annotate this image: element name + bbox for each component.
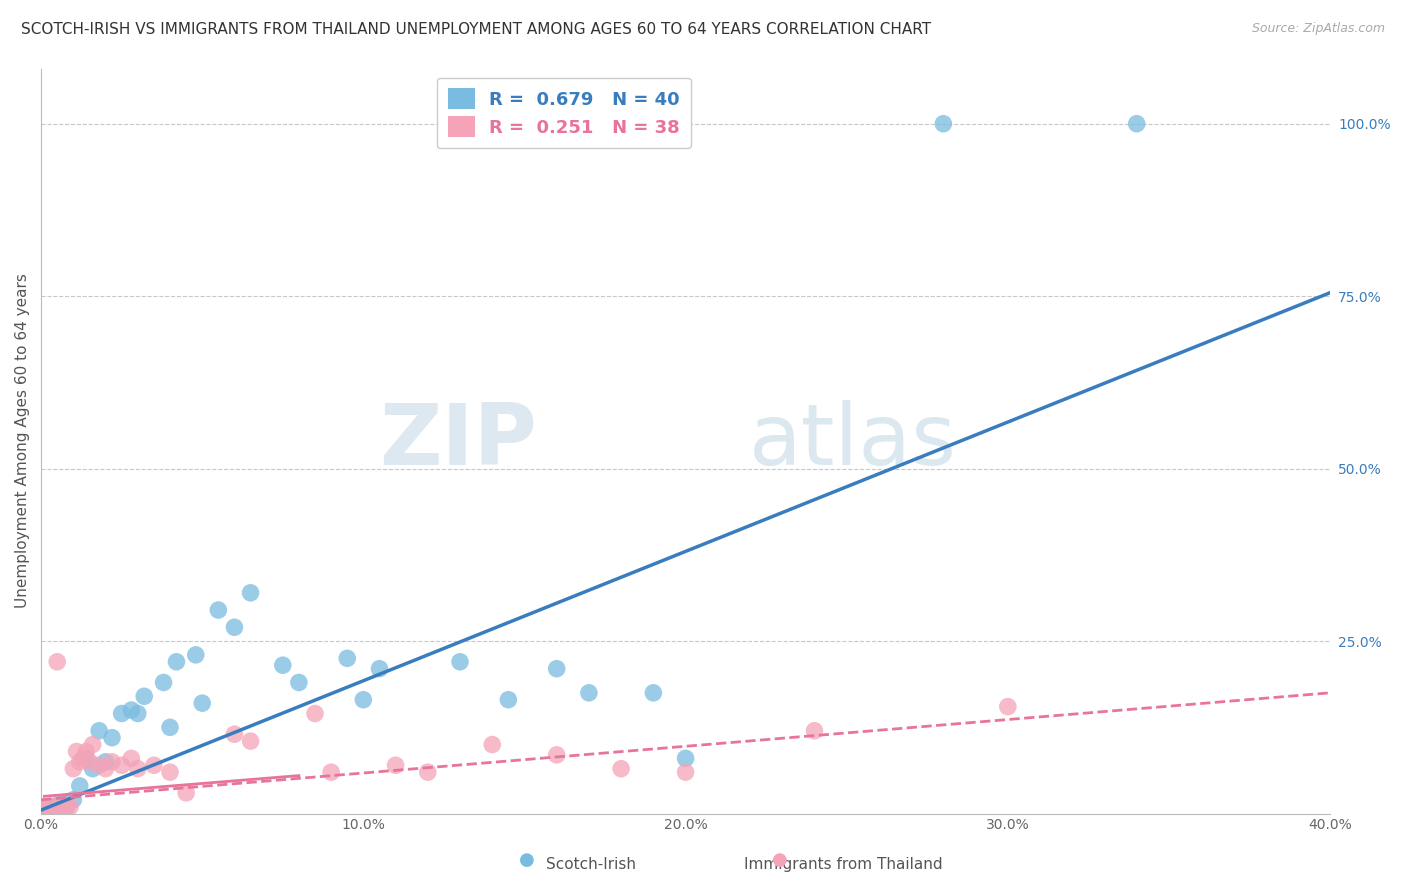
Legend: R =  0.679   N = 40, R =  0.251   N = 38: R = 0.679 N = 40, R = 0.251 N = 38 <box>437 78 690 148</box>
Point <box>481 738 503 752</box>
Point <box>56 799 79 814</box>
Point <box>997 699 1019 714</box>
Y-axis label: Unemployment Among Ages 60 to 64 years: Unemployment Among Ages 60 to 64 years <box>15 274 30 608</box>
Point <box>37 801 59 815</box>
Point <box>643 686 665 700</box>
Point <box>87 723 110 738</box>
Point <box>94 755 117 769</box>
Point <box>191 696 214 710</box>
Point <box>87 758 110 772</box>
Point <box>134 690 156 704</box>
Point <box>82 762 104 776</box>
Point <box>69 755 91 769</box>
Point <box>62 762 84 776</box>
Point <box>932 117 955 131</box>
Point <box>72 751 94 765</box>
Point <box>42 803 65 817</box>
Point <box>239 586 262 600</box>
Point <box>59 799 82 814</box>
Point <box>34 803 56 817</box>
Point <box>75 751 97 765</box>
Point <box>610 762 633 776</box>
Point <box>159 720 181 734</box>
Point <box>82 738 104 752</box>
Point <box>75 744 97 758</box>
Point <box>271 658 294 673</box>
Text: SCOTCH-IRISH VS IMMIGRANTS FROM THAILAND UNEMPLOYMENT AMONG AGES 60 TO 64 YEARS : SCOTCH-IRISH VS IMMIGRANTS FROM THAILAND… <box>21 22 931 37</box>
Text: atlas: atlas <box>749 400 957 483</box>
Point <box>675 765 697 780</box>
Point <box>46 798 69 813</box>
Point <box>62 793 84 807</box>
Point <box>384 758 406 772</box>
Text: ●: ● <box>519 851 536 869</box>
Text: Scotch-Irish: Scotch-Irish <box>546 857 636 872</box>
Point <box>42 803 65 817</box>
Point <box>79 755 101 769</box>
Point <box>165 655 187 669</box>
Point <box>803 723 825 738</box>
Point <box>111 758 134 772</box>
Point <box>174 786 197 800</box>
Point <box>546 747 568 762</box>
Point <box>224 727 246 741</box>
Point <box>578 686 600 700</box>
Point <box>675 751 697 765</box>
Point <box>224 620 246 634</box>
Point <box>416 765 439 780</box>
Point <box>304 706 326 721</box>
Point <box>46 801 69 815</box>
Point <box>142 758 165 772</box>
Point <box>39 799 62 814</box>
Point <box>49 801 72 815</box>
Point <box>336 651 359 665</box>
Point <box>52 801 75 815</box>
Point <box>56 798 79 813</box>
Point <box>152 675 174 690</box>
Point <box>368 662 391 676</box>
Point <box>46 655 69 669</box>
Text: ZIP: ZIP <box>380 400 537 483</box>
Text: Source: ZipAtlas.com: Source: ZipAtlas.com <box>1251 22 1385 36</box>
Point <box>120 751 142 765</box>
Point <box>101 755 124 769</box>
Point <box>159 765 181 780</box>
Text: ●: ● <box>772 851 789 869</box>
Point <box>352 692 374 706</box>
Point <box>1125 117 1147 131</box>
Point <box>207 603 229 617</box>
Point <box>69 779 91 793</box>
Point <box>321 765 343 780</box>
Point <box>120 703 142 717</box>
Point <box>127 762 149 776</box>
Point <box>37 801 59 815</box>
Point <box>94 762 117 776</box>
Point <box>184 648 207 662</box>
Point <box>101 731 124 745</box>
Point <box>49 799 72 814</box>
Point <box>288 675 311 690</box>
Point <box>111 706 134 721</box>
Point <box>39 799 62 814</box>
Point <box>449 655 471 669</box>
Point <box>498 692 520 706</box>
Point <box>34 803 56 817</box>
Point <box>65 744 87 758</box>
Point <box>546 662 568 676</box>
Point <box>52 796 75 810</box>
Point <box>239 734 262 748</box>
Point <box>127 706 149 721</box>
Text: Immigrants from Thailand: Immigrants from Thailand <box>744 857 943 872</box>
